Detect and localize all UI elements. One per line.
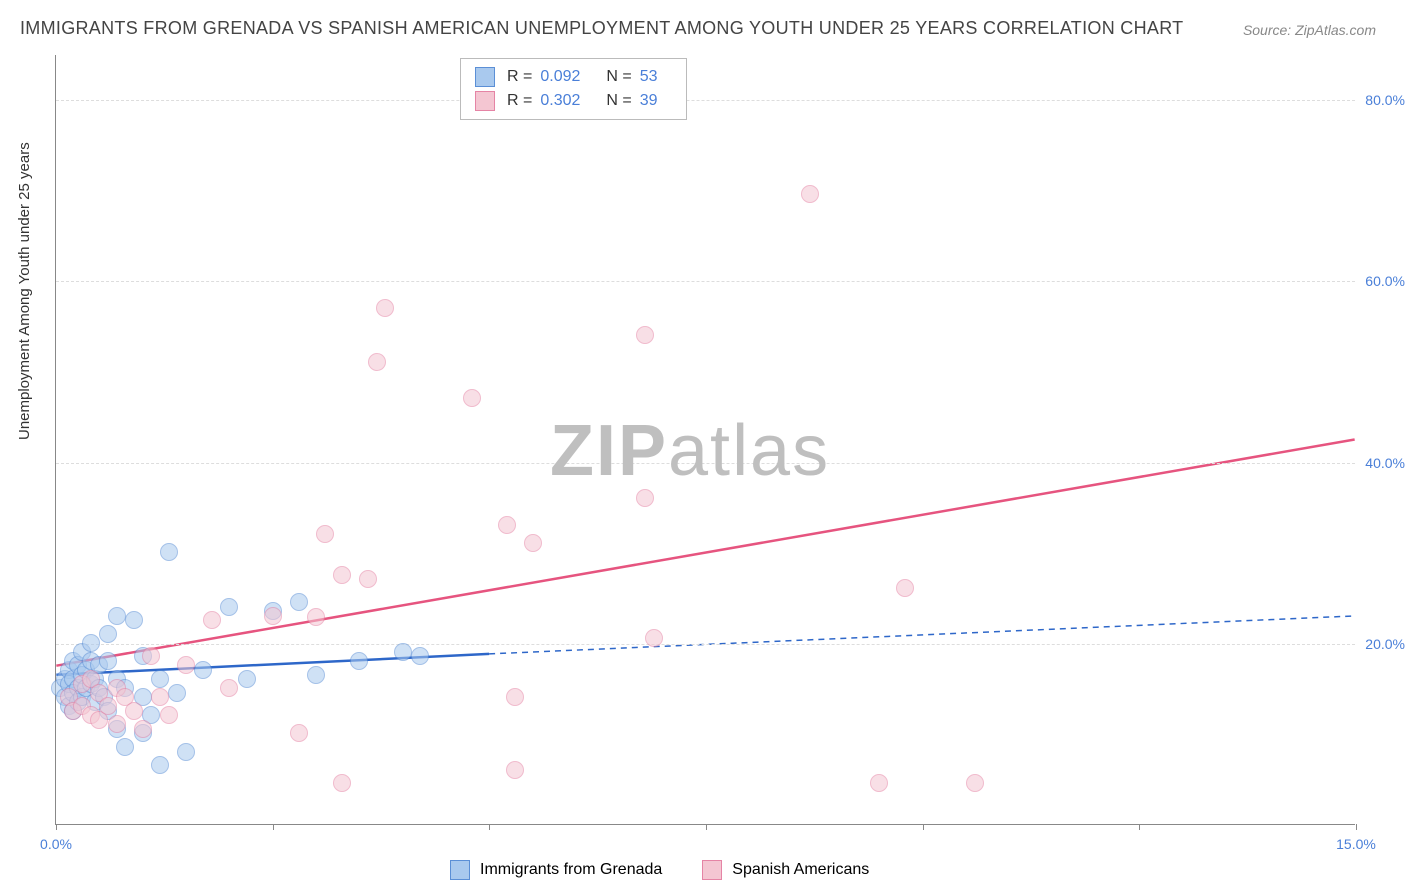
- data-point: [151, 670, 169, 688]
- data-point: [82, 634, 100, 652]
- y-tick-label: 60.0%: [1357, 273, 1405, 289]
- data-point: [506, 761, 524, 779]
- data-point: [801, 185, 819, 203]
- legend-label: Immigrants from Grenada: [480, 861, 662, 879]
- data-point: [411, 647, 429, 665]
- data-point: [160, 706, 178, 724]
- data-point: [168, 684, 186, 702]
- legend-row: R = 0.092 N = 53: [475, 65, 672, 89]
- data-point: [151, 756, 169, 774]
- swatch-icon: [475, 67, 495, 87]
- n-label: N =: [606, 92, 631, 110]
- data-point: [203, 611, 221, 629]
- r-value: 0.092: [540, 68, 580, 86]
- n-label: N =: [606, 68, 631, 86]
- y-tick-label: 40.0%: [1357, 455, 1405, 471]
- data-point: [177, 743, 195, 761]
- gridline: [56, 100, 1355, 101]
- data-point: [264, 607, 282, 625]
- data-point: [99, 697, 117, 715]
- data-point: [108, 607, 126, 625]
- x-tick: [1356, 824, 1357, 830]
- data-point: [524, 534, 542, 552]
- legend-row: R = 0.302 N = 39: [475, 89, 672, 113]
- swatch-icon: [702, 860, 722, 880]
- data-point: [350, 652, 368, 670]
- data-point: [506, 688, 524, 706]
- data-point: [290, 724, 308, 742]
- data-point: [116, 738, 134, 756]
- x-tick-label: 15.0%: [1336, 836, 1376, 852]
- data-point: [498, 516, 516, 534]
- swatch-icon: [475, 91, 495, 111]
- plot-area: 20.0%40.0%60.0%80.0%0.0%15.0%: [55, 55, 1355, 825]
- data-point: [125, 702, 143, 720]
- data-point: [376, 299, 394, 317]
- data-point: [99, 625, 117, 643]
- x-tick: [489, 824, 490, 830]
- gridline: [56, 281, 1355, 282]
- x-tick: [273, 824, 274, 830]
- data-point: [125, 611, 143, 629]
- data-point: [316, 525, 334, 543]
- data-point: [645, 629, 663, 647]
- data-point: [108, 715, 126, 733]
- data-point: [333, 774, 351, 792]
- data-point: [238, 670, 256, 688]
- swatch-icon: [450, 860, 470, 880]
- gridline: [56, 463, 1355, 464]
- legend-label: Spanish Americans: [732, 861, 869, 879]
- data-point: [134, 720, 152, 738]
- x-tick: [923, 824, 924, 830]
- x-tick: [706, 824, 707, 830]
- r-value: 0.302: [540, 92, 580, 110]
- x-tick: [1139, 824, 1140, 830]
- legend-item: Immigrants from Grenada: [450, 860, 662, 880]
- data-point: [463, 389, 481, 407]
- x-tick-label: 0.0%: [40, 836, 72, 852]
- legend-correlation: R = 0.092 N = 53 R = 0.302 N = 39: [460, 58, 687, 120]
- data-point: [870, 774, 888, 792]
- data-point: [142, 647, 160, 665]
- data-point: [151, 688, 169, 706]
- chart-title: IMMIGRANTS FROM GRENADA VS SPANISH AMERI…: [20, 18, 1183, 39]
- data-point: [368, 353, 386, 371]
- data-point: [394, 643, 412, 661]
- r-label: R =: [507, 68, 532, 86]
- r-label: R =: [507, 92, 532, 110]
- data-point: [220, 598, 238, 616]
- data-point: [160, 543, 178, 561]
- data-point: [99, 652, 117, 670]
- data-point: [307, 666, 325, 684]
- legend-series: Immigrants from Grenada Spanish Americans: [450, 860, 869, 880]
- y-axis-label: Unemployment Among Youth under 25 years: [16, 142, 33, 440]
- data-point: [307, 608, 325, 626]
- legend-item: Spanish Americans: [702, 860, 869, 880]
- gridline: [56, 644, 1355, 645]
- trend-lines-layer: [56, 55, 1355, 824]
- data-point: [194, 661, 212, 679]
- x-tick: [56, 824, 57, 830]
- data-point: [636, 489, 654, 507]
- data-point: [333, 566, 351, 584]
- data-point: [896, 579, 914, 597]
- data-point: [359, 570, 377, 588]
- data-point: [290, 593, 308, 611]
- data-point: [966, 774, 984, 792]
- y-tick-label: 80.0%: [1357, 92, 1405, 108]
- source-citation: Source: ZipAtlas.com: [1243, 22, 1376, 38]
- data-point: [220, 679, 238, 697]
- n-value: 39: [640, 92, 658, 110]
- data-point: [636, 326, 654, 344]
- data-point: [177, 656, 195, 674]
- n-value: 53: [640, 68, 658, 86]
- y-tick-label: 20.0%: [1357, 636, 1405, 652]
